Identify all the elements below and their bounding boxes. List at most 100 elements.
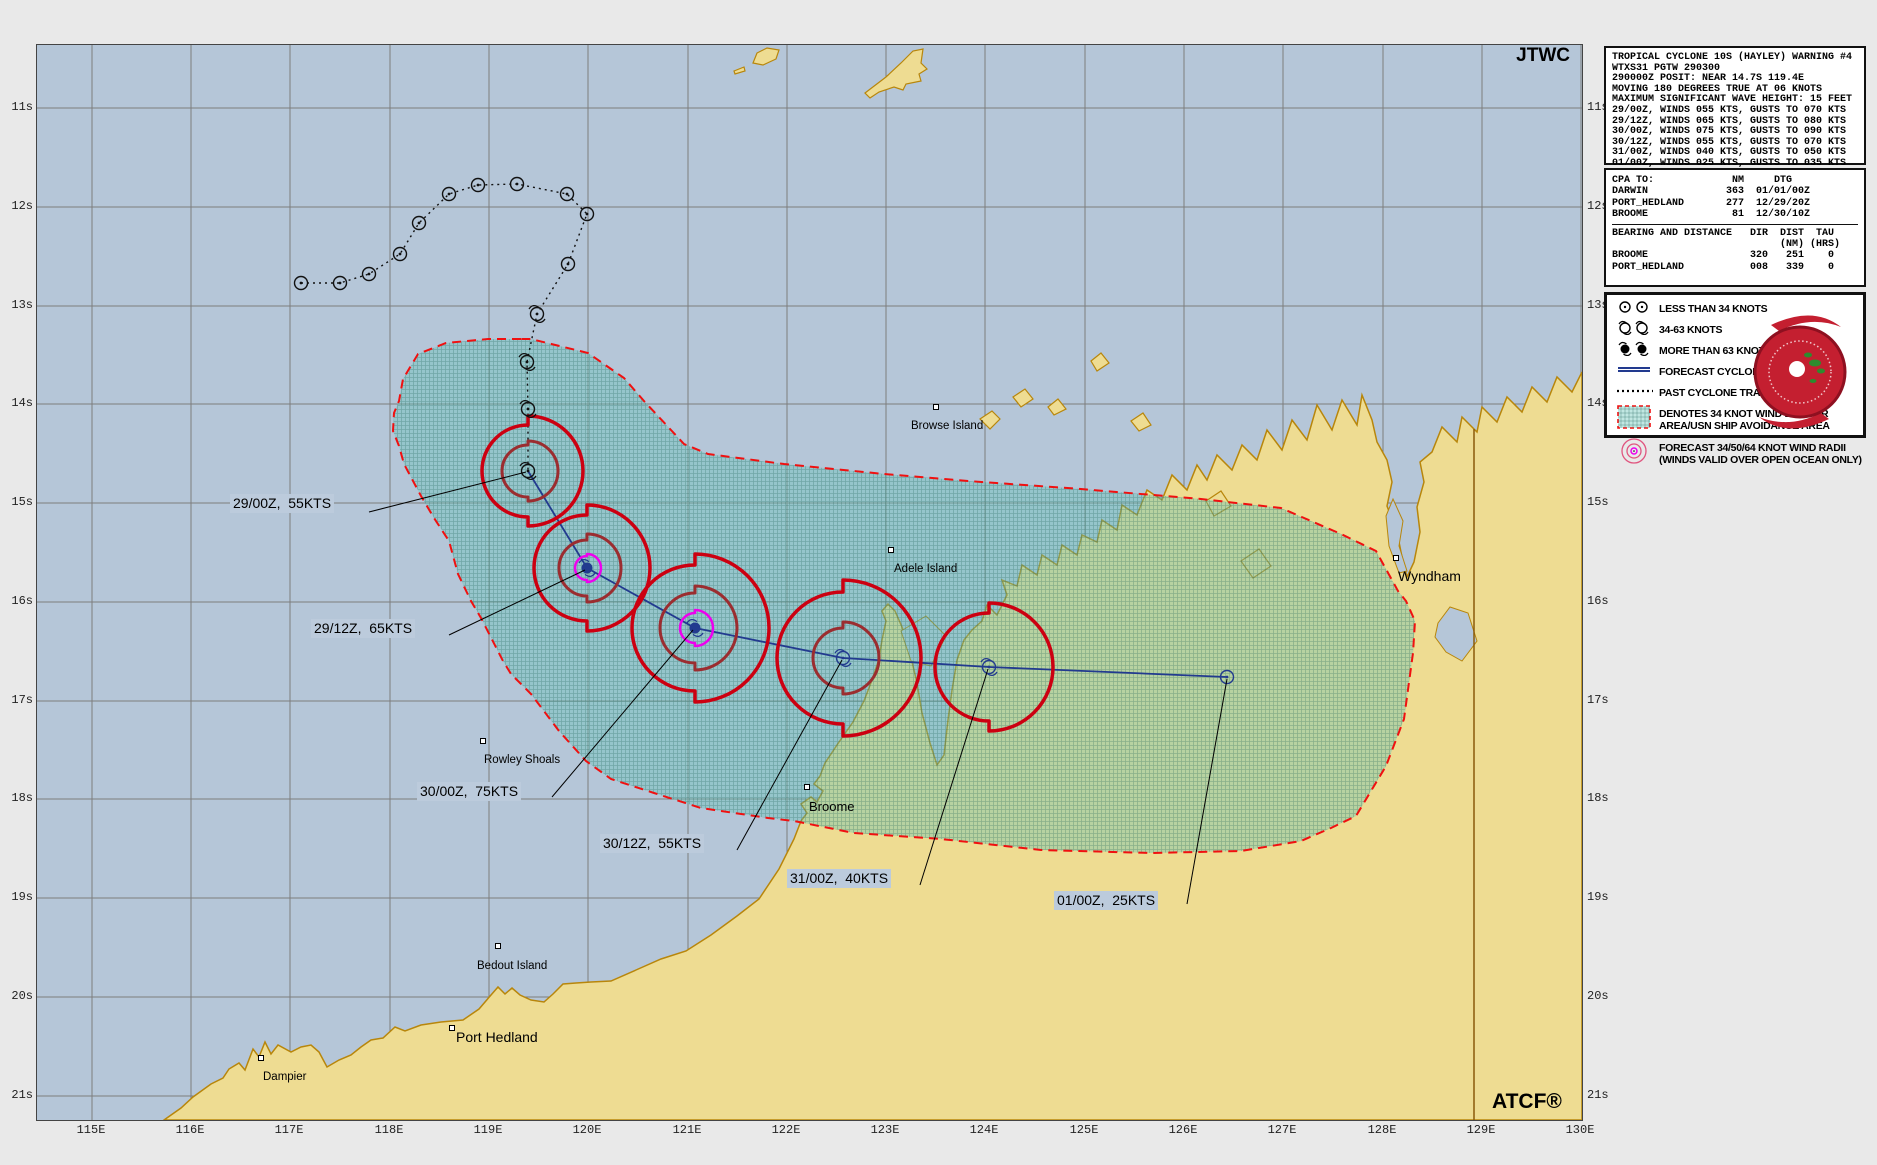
lat-tick-right: 16s	[1587, 594, 1609, 608]
wind-radius-34kt	[532, 503, 652, 633]
cyclone-hook	[986, 671, 998, 677]
lon-tick: 125E	[1069, 1123, 1099, 1137]
place-name: Wyndham	[1398, 568, 1461, 584]
cpa-bearing-box: CPA TO: NM DTG DARWIN 363 01/01/00Z PORT…	[1604, 168, 1866, 287]
place-marker	[449, 1025, 455, 1031]
lat-tick-right: 14s	[1587, 396, 1609, 410]
cyclone-symbol-dot	[841, 656, 845, 660]
wind-radius-64kt	[573, 552, 603, 584]
cyclone-symbol-icon	[835, 650, 851, 666]
lat-tick-left: 16s	[11, 594, 33, 608]
warning-text-box: TROPICAL CYCLONE 10S (HAYLEY) WARNING #4…	[1604, 46, 1866, 169]
legend-radii-icon	[1613, 436, 1659, 471]
lat-tick-right: 12s	[1587, 199, 1609, 213]
legend-ptrack-icon	[1613, 383, 1659, 403]
cyclone-symbol-icon	[560, 256, 576, 272]
lake	[1385, 497, 1408, 574]
cyclone-symbol-dot	[476, 183, 480, 187]
wind-radius-50kt	[811, 620, 881, 696]
forecast-point-label: 31/00Z, 40KTS	[787, 869, 892, 888]
island	[752, 47, 780, 66]
warning-text: TROPICAL CYCLONE 10S (HAYLEY) WARNING #4…	[1612, 52, 1853, 169]
cyclone-hook	[980, 657, 992, 663]
jtwc-logo	[1741, 303, 1859, 446]
island	[1047, 398, 1067, 416]
cyclone-symbol-dot	[525, 360, 529, 364]
lat-tick-left: 15s	[11, 495, 33, 509]
place-marker	[258, 1055, 264, 1061]
map-canvas: Browse Island Adele Island Rowley Shoals Br…	[37, 45, 1582, 1120]
place-marker	[1393, 555, 1399, 561]
cyclone-hook	[519, 399, 531, 405]
forecast-point-label: 29/00Z, 55KTS	[230, 494, 335, 513]
cyclone-symbol-dot	[447, 192, 451, 196]
legend-box: LESS THAN 34 KNOTS 34-63 KNOTS MORE THAN 6…	[1604, 292, 1866, 466]
forecast-point-label: 29/12Z, 65KTS	[311, 619, 416, 638]
lat-tick-right: 18s	[1587, 791, 1609, 805]
cyclone-symbol-icon	[411, 215, 427, 231]
wind-radius-34kt	[933, 601, 1055, 733]
wind-radius-64kt	[678, 608, 715, 648]
place-name: Dampier	[263, 1071, 307, 1083]
lat-tick-left: 19s	[11, 890, 33, 904]
cyclone-symbol-dot	[299, 281, 303, 285]
place-marker	[933, 404, 939, 410]
forecast-point-label: 01/00Z, 25KTS	[1054, 891, 1159, 910]
label-leader-line	[368, 471, 527, 513]
legend-label: LESS THAN 34 KNOTS	[1659, 303, 1768, 315]
forecast-map: Browse Island Adele Island Rowley Shoals Br…	[36, 44, 1583, 1121]
wind-radius-50kt	[557, 532, 623, 604]
lat-tick-left: 14s	[11, 396, 33, 410]
lat-tick-left: 12s	[11, 199, 33, 213]
legend-rows: LESS THAN 34 KNOTS 34-63 KNOTS MORE THAN 6…	[1613, 299, 1863, 471]
place-name: Adele Island	[894, 563, 957, 575]
lon-tick: 120E	[572, 1123, 602, 1137]
place-name: Rowley Shoals	[484, 754, 560, 766]
label-leader-line	[551, 629, 694, 798]
cyclone-symbol-dot	[987, 665, 991, 669]
cyclone-hook	[528, 304, 540, 310]
cyclone-hook	[834, 648, 846, 654]
place-marker	[804, 784, 810, 790]
lon-tick: 121E	[672, 1123, 702, 1137]
cyclone-hook	[840, 662, 852, 668]
place-name: Broome	[809, 799, 855, 814]
cyclone-symbol-icon	[520, 401, 536, 417]
lon-tick: 126E	[1168, 1123, 1198, 1137]
lon-tick: 123E	[870, 1123, 900, 1137]
lon-tick: 127E	[1267, 1123, 1297, 1137]
lat-tick-right: 15s	[1587, 495, 1609, 509]
wind-radius-50kt	[500, 439, 560, 503]
label-leader-line	[1186, 678, 1228, 905]
lon-tick: 130E	[1565, 1123, 1595, 1137]
lon-tick: 116E	[175, 1123, 205, 1137]
lat-tick-right: 19s	[1587, 890, 1609, 904]
wind-radius-34kt	[630, 552, 771, 704]
cyclone-hook	[686, 618, 698, 624]
place-name: Bedout Island	[477, 960, 547, 972]
cyclone-symbol-dot	[526, 469, 530, 473]
lat-tick-right: 20s	[1587, 989, 1609, 1003]
forecast-point-label: 30/12Z, 55KTS	[600, 834, 705, 853]
cyclone-symbol-icon	[579, 206, 595, 222]
cyclone-symbol-dot	[417, 221, 421, 225]
cyclone-symbol-icon	[332, 275, 348, 291]
lat-tick-left: 17s	[11, 693, 33, 707]
cyclone-symbol-icon	[1219, 669, 1235, 685]
cyclone-symbol-dot	[565, 192, 569, 196]
wind-danger-area	[391, 338, 1417, 855]
island	[979, 410, 1001, 430]
cyclone-symbol-icon	[293, 275, 309, 291]
lon-tick: 118E	[374, 1123, 404, 1137]
cyclone-symbol-dot	[398, 252, 402, 256]
legend-k3463-icon	[1613, 320, 1659, 340]
cyclone-symbol-icon	[361, 266, 377, 282]
legend-label: FORECAST 34/50/64 KNOT WIND RADII (WINDS…	[1659, 441, 1862, 466]
atcf-watermark: ATCF®	[1492, 1090, 1562, 1113]
cyclone-symbol-dot	[515, 182, 519, 186]
cyclone-hook	[524, 366, 536, 372]
legend-item: 34-63 KNOTS	[1613, 320, 1863, 340]
island	[1012, 388, 1034, 408]
lon-tick: 117E	[274, 1123, 304, 1137]
